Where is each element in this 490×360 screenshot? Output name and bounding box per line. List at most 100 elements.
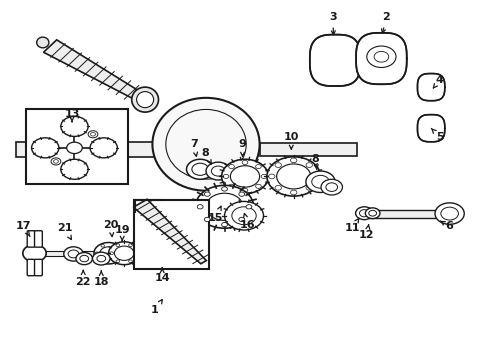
Circle shape bbox=[197, 204, 203, 209]
Circle shape bbox=[129, 260, 132, 263]
Bar bbox=[369, 210, 445, 217]
Bar bbox=[260, 143, 357, 156]
Ellipse shape bbox=[37, 37, 49, 48]
Polygon shape bbox=[44, 40, 151, 104]
Text: 7: 7 bbox=[190, 139, 198, 156]
Circle shape bbox=[88, 131, 98, 138]
FancyBboxPatch shape bbox=[27, 231, 35, 247]
Polygon shape bbox=[417, 114, 445, 142]
Bar bbox=[43, 251, 128, 256]
Circle shape bbox=[312, 175, 329, 188]
Circle shape bbox=[306, 163, 313, 167]
Circle shape bbox=[211, 166, 225, 176]
Circle shape bbox=[116, 260, 120, 263]
Circle shape bbox=[94, 243, 123, 264]
Text: 17: 17 bbox=[16, 221, 31, 237]
Circle shape bbox=[101, 244, 104, 247]
Circle shape bbox=[239, 192, 245, 196]
Circle shape bbox=[68, 250, 79, 258]
Text: 1: 1 bbox=[151, 300, 162, 315]
Circle shape bbox=[196, 185, 254, 228]
Circle shape bbox=[64, 247, 83, 261]
Text: 19: 19 bbox=[114, 225, 130, 241]
Circle shape bbox=[91, 132, 96, 136]
Polygon shape bbox=[310, 35, 361, 86]
Circle shape bbox=[239, 217, 245, 221]
Text: 10: 10 bbox=[284, 132, 299, 149]
FancyBboxPatch shape bbox=[34, 231, 42, 247]
Circle shape bbox=[275, 163, 281, 167]
Circle shape bbox=[113, 259, 116, 262]
Text: 9: 9 bbox=[239, 139, 246, 156]
Ellipse shape bbox=[132, 87, 159, 112]
Circle shape bbox=[221, 159, 269, 194]
Polygon shape bbox=[133, 199, 206, 264]
Circle shape bbox=[206, 162, 230, 180]
Circle shape bbox=[76, 252, 93, 265]
Circle shape bbox=[204, 192, 210, 196]
Text: 11: 11 bbox=[344, 218, 360, 233]
FancyBboxPatch shape bbox=[34, 259, 42, 276]
Circle shape bbox=[119, 252, 122, 255]
Circle shape bbox=[61, 159, 88, 179]
FancyBboxPatch shape bbox=[27, 259, 35, 276]
Circle shape bbox=[224, 202, 264, 230]
Text: 22: 22 bbox=[75, 271, 91, 287]
Circle shape bbox=[229, 165, 234, 168]
Circle shape bbox=[53, 159, 58, 163]
Circle shape bbox=[67, 142, 82, 154]
Circle shape bbox=[109, 242, 140, 265]
Circle shape bbox=[206, 193, 243, 220]
Circle shape bbox=[256, 184, 261, 188]
Text: 16: 16 bbox=[240, 213, 255, 230]
Circle shape bbox=[291, 190, 297, 195]
Circle shape bbox=[313, 174, 319, 179]
Circle shape bbox=[291, 158, 297, 163]
Circle shape bbox=[204, 217, 210, 221]
Circle shape bbox=[369, 210, 376, 216]
Circle shape bbox=[115, 246, 134, 260]
Circle shape bbox=[277, 164, 311, 189]
Circle shape bbox=[31, 138, 59, 158]
Circle shape bbox=[192, 163, 208, 175]
Circle shape bbox=[269, 174, 275, 179]
Ellipse shape bbox=[152, 98, 260, 191]
Text: 15: 15 bbox=[208, 206, 223, 222]
Circle shape bbox=[246, 204, 252, 209]
Circle shape bbox=[326, 183, 338, 192]
Circle shape bbox=[80, 255, 89, 262]
Circle shape bbox=[93, 252, 110, 265]
Bar bbox=[16, 142, 177, 157]
Circle shape bbox=[135, 252, 139, 255]
Text: 2: 2 bbox=[382, 13, 390, 33]
Ellipse shape bbox=[137, 91, 154, 108]
Circle shape bbox=[101, 259, 104, 262]
Text: 12: 12 bbox=[359, 225, 374, 240]
Circle shape bbox=[366, 208, 380, 219]
Circle shape bbox=[232, 207, 256, 225]
Circle shape bbox=[229, 184, 234, 188]
Circle shape bbox=[441, 207, 459, 220]
Circle shape bbox=[256, 165, 261, 168]
Polygon shape bbox=[356, 33, 407, 84]
Text: 21: 21 bbox=[57, 223, 73, 239]
Circle shape bbox=[61, 116, 88, 136]
Text: 18: 18 bbox=[94, 271, 109, 287]
Circle shape bbox=[113, 244, 116, 247]
Circle shape bbox=[367, 46, 396, 67]
Circle shape bbox=[95, 252, 98, 255]
Circle shape bbox=[242, 161, 248, 165]
Text: 8: 8 bbox=[201, 148, 211, 164]
Bar bbox=[26, 109, 128, 184]
Ellipse shape bbox=[23, 245, 46, 262]
Text: 3: 3 bbox=[329, 13, 337, 35]
Circle shape bbox=[261, 174, 267, 179]
Circle shape bbox=[230, 166, 260, 187]
Circle shape bbox=[100, 247, 117, 260]
Text: 20: 20 bbox=[103, 220, 119, 237]
Bar bbox=[134, 200, 209, 269]
Circle shape bbox=[187, 159, 214, 179]
Text: 5: 5 bbox=[431, 129, 444, 142]
Circle shape bbox=[306, 185, 313, 190]
Circle shape bbox=[51, 158, 61, 165]
